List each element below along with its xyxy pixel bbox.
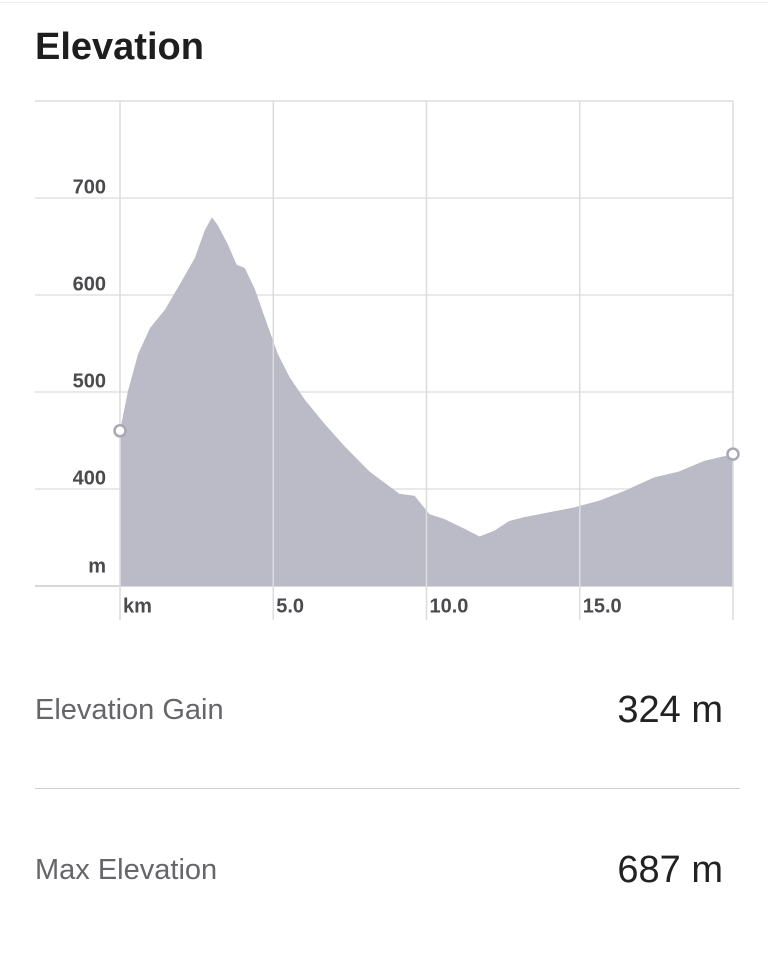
top-border: [0, 2, 768, 3]
section-title: Elevation: [35, 26, 204, 68]
stat-label: Elevation Gain: [35, 693, 224, 726]
stat-value: 687 m: [617, 848, 723, 891]
stat-label: Max Elevation: [35, 853, 218, 886]
endpoint-marker: [113, 424, 127, 438]
stat-value: 324 m: [617, 688, 723, 731]
divider: [35, 788, 740, 789]
elevation-chart: 400 500 600 700 mkm 5.0 10.0 15.0: [35, 100, 740, 620]
y-tick-label: 600: [73, 273, 106, 295]
y-tick-label: 400: [73, 467, 106, 489]
y-tick-label: 700: [73, 176, 106, 198]
x-tick-label: km: [123, 595, 152, 617]
x-tick-label: 5.0: [276, 595, 304, 617]
endpoint-marker: [726, 447, 740, 461]
stat-row: Max Elevation 687 m: [35, 840, 723, 900]
y-axis-label: m: [88, 555, 106, 577]
x-tick-label: 10.0: [430, 595, 469, 617]
x-tick-label: 15.0: [583, 595, 622, 617]
stat-row: Elevation Gain 324 m: [35, 680, 723, 740]
y-tick-label: 500: [73, 370, 106, 392]
